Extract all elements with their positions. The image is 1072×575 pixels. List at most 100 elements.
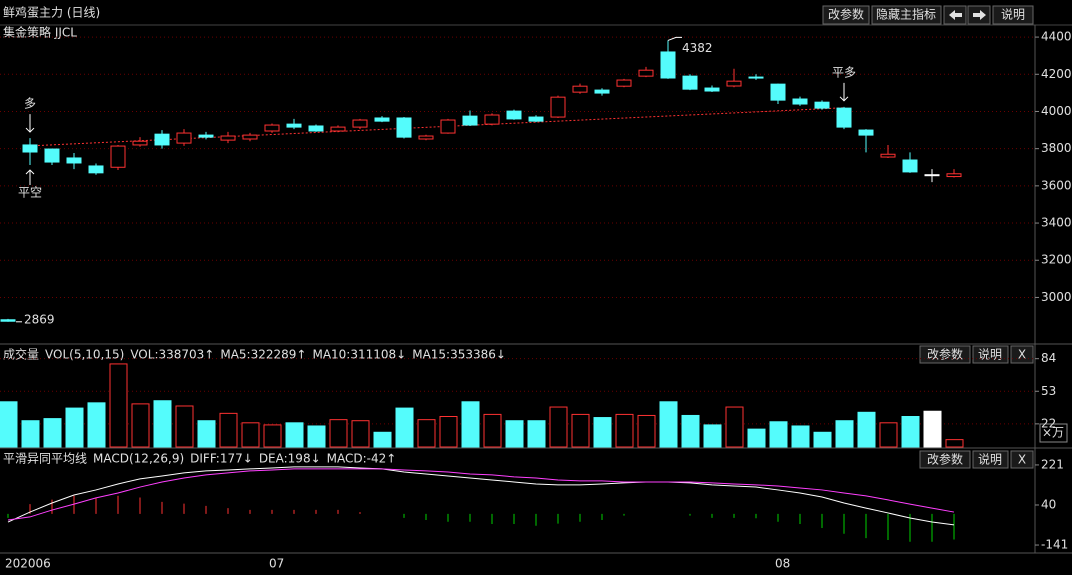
candle-body xyxy=(198,134,214,138)
y-tick-label: 221 xyxy=(1041,457,1064,471)
volume-bar xyxy=(153,400,172,448)
button-label[interactable]: 改参数 xyxy=(828,7,864,22)
high-label: 4382 xyxy=(682,41,713,55)
button-label[interactable]: 改参数 xyxy=(927,452,963,467)
candle-body xyxy=(0,319,16,322)
volume-bar xyxy=(483,413,502,448)
candle-body xyxy=(352,119,368,128)
candle-body xyxy=(814,101,830,109)
candle-body xyxy=(88,165,104,174)
y-tick-label: 4400 xyxy=(1041,30,1072,44)
x-tick-label: 202006 xyxy=(5,557,51,571)
volume-bar xyxy=(549,406,568,448)
button[interactable]: 说明 xyxy=(992,5,1034,25)
button-label[interactable]: X xyxy=(1018,453,1026,467)
candle-body xyxy=(924,174,940,177)
button[interactable]: 隐藏主指标 xyxy=(871,5,942,25)
button[interactable]: X xyxy=(1010,345,1034,364)
signal-arrow xyxy=(25,114,35,133)
unit-label: ×万 xyxy=(1042,426,1064,440)
volume-bar xyxy=(681,414,700,448)
candle-body xyxy=(286,123,302,128)
y-tick-label: 40 xyxy=(1041,497,1056,511)
candle-body xyxy=(506,110,522,120)
button-label[interactable]: 改参数 xyxy=(927,347,963,362)
candle-body xyxy=(726,80,742,87)
volume-bar xyxy=(43,418,62,448)
volume-bar xyxy=(87,402,106,448)
candle-body xyxy=(242,134,258,140)
candle-body xyxy=(880,153,896,158)
indicator: DIFF:177↓ xyxy=(190,452,253,466)
y-tick-label: 3200 xyxy=(1041,253,1072,267)
volume-bar xyxy=(197,420,216,448)
indicator: VOL:338703↑ xyxy=(130,348,214,362)
candle-body xyxy=(748,76,764,79)
volume-bar xyxy=(263,424,282,448)
y-tick-label: 4200 xyxy=(1041,67,1072,81)
next-button[interactable] xyxy=(967,5,991,25)
candle-body xyxy=(528,116,544,122)
button-label[interactable]: 说明 xyxy=(1001,7,1025,22)
button-label[interactable]: X xyxy=(1018,348,1026,362)
volume-bar xyxy=(373,431,392,448)
candle-body xyxy=(594,89,610,94)
candle-body xyxy=(836,107,852,128)
volume-bar xyxy=(395,407,414,448)
button-label[interactable]: 隐藏主指标 xyxy=(876,7,936,22)
volume-bar xyxy=(703,424,722,448)
volume-bar xyxy=(439,416,458,448)
candle-body xyxy=(792,98,808,105)
prev-button[interactable] xyxy=(943,5,967,25)
candle-body xyxy=(770,83,786,101)
candle-body xyxy=(264,124,280,132)
volume-bar xyxy=(659,401,678,448)
volume-bar xyxy=(0,401,18,448)
candle-body xyxy=(946,173,962,178)
volume-bar xyxy=(505,420,524,448)
button-label[interactable]: 说明 xyxy=(978,452,1002,467)
volume-bar xyxy=(131,403,150,448)
indicator: MACD:-42↑ xyxy=(327,452,397,466)
button-label[interactable]: 说明 xyxy=(978,347,1002,362)
volume-bar xyxy=(923,410,942,448)
volume-bar xyxy=(109,363,128,448)
volume-bar xyxy=(945,439,964,448)
button[interactable]: 说明 xyxy=(972,345,1009,364)
chart-title: 鲜鸡蛋主力 (日线) xyxy=(3,5,100,20)
volume-bar xyxy=(461,401,480,448)
candle-body xyxy=(66,157,82,164)
volume-bar xyxy=(219,412,238,448)
volume-bar xyxy=(725,406,744,448)
candle-body xyxy=(638,69,654,77)
candle-body xyxy=(132,140,148,146)
volume-bar xyxy=(241,422,260,448)
volume-bar xyxy=(527,420,546,448)
volume-bar xyxy=(791,425,810,448)
candle-body xyxy=(660,51,676,79)
volume-bar xyxy=(21,420,40,448)
candle-body xyxy=(110,145,126,168)
y-tick-label: -141 xyxy=(1041,538,1068,552)
volume-bar xyxy=(857,411,876,448)
volume-bar xyxy=(813,431,832,448)
candle-body xyxy=(704,87,720,92)
volume-bar xyxy=(571,413,590,448)
volume-bar xyxy=(637,414,656,448)
candle-body xyxy=(902,159,918,173)
button[interactable]: 说明 xyxy=(972,450,1009,469)
indicator: MA15:353386↓ xyxy=(412,348,506,362)
button[interactable]: X xyxy=(1010,450,1034,469)
low-label: 2869 xyxy=(24,312,55,326)
candle-body xyxy=(484,114,500,125)
y-tick-label: 3800 xyxy=(1041,141,1072,155)
button[interactable]: 改参数 xyxy=(822,5,870,25)
button[interactable]: 改参数 xyxy=(919,450,971,469)
candle-body xyxy=(44,148,60,163)
y-tick-label: 53 xyxy=(1041,384,1056,398)
button[interactable]: 改参数 xyxy=(919,345,971,364)
candle-body xyxy=(462,115,478,126)
candle-body xyxy=(682,75,698,90)
